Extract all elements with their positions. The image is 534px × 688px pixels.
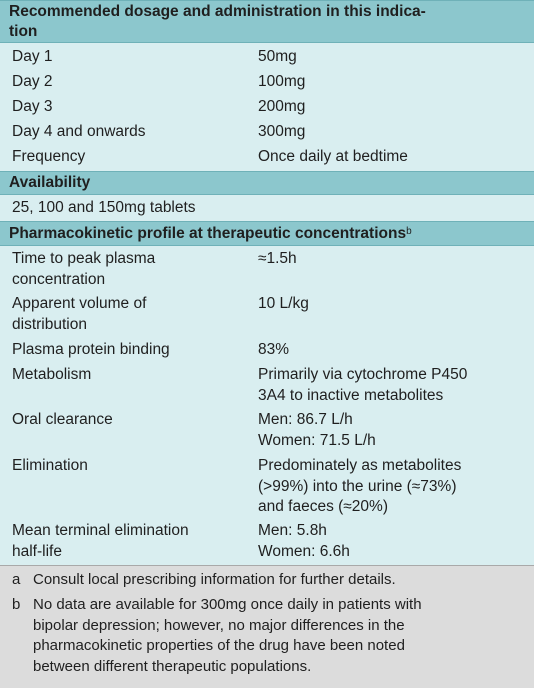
section-title: Pharmacokinetic profile at therapeutic c… (9, 225, 407, 242)
row-value: 100mg (258, 73, 306, 90)
footnotes: a Consult local prescribing information … (0, 565, 534, 688)
row-label: Elimination (12, 457, 88, 474)
footnote-marker: b (406, 226, 412, 237)
row-label: half-life (12, 542, 62, 560)
footnote-text: Consult local prescribing information fo… (33, 571, 396, 588)
footnote-text: pharmacokinetic properties of the drug h… (33, 637, 405, 654)
row-value: ≈1.5h (258, 250, 297, 267)
row-label: distribution (12, 315, 87, 333)
row-value: 200mg (258, 98, 306, 115)
row-label: Frequency (12, 148, 86, 165)
row-label: Oral clearance (12, 411, 113, 428)
row-label: Day 3 (12, 98, 53, 115)
row-value: Predominately as metabolites (258, 457, 462, 474)
row-value: Men: 5.8h (258, 522, 327, 539)
row-value: 3A4 to inactive metabolites (258, 386, 444, 404)
row-label: Time to peak plasma (12, 250, 156, 267)
footnote-key: a (12, 571, 21, 588)
row-label: Plasma protein binding (12, 341, 170, 358)
availability-text: 25, 100 and 150mg tablets (12, 199, 196, 216)
row-label: Mean terminal elimination (12, 522, 189, 539)
row-value: 10 L/kg (258, 295, 309, 312)
footnote-key: b (12, 596, 21, 613)
footnote-text: bipolar depression; however, no major di… (33, 616, 405, 634)
row-value: Men: 86.7 L/h (258, 411, 353, 428)
row-label: Metabolism (12, 366, 92, 383)
section-header-pharmacokinetics: Pharmacokinetic profile at therapeutic c… (0, 221, 534, 246)
row-value: and faeces (≈20%) (258, 498, 388, 515)
section-title-line: tion (9, 23, 38, 40)
row-value: Primarily via cytochrome P450 (258, 366, 468, 383)
footnote-text: between different therapeutic population… (33, 657, 312, 675)
row-value: 300mg (258, 123, 306, 140)
row-value: 50mg (258, 48, 297, 65)
section-title-line: Recommended dosage and administration in… (9, 3, 426, 20)
row-label: Apparent volume of (12, 295, 147, 312)
row-value: Women: 6.6h (258, 542, 350, 560)
section-header-dosage: Recommended dosage and administration in… (0, 0, 534, 43)
row-value: Once daily at bedtime (258, 148, 408, 165)
row-label: Day 4 and onwards (12, 123, 146, 140)
row-value: Women: 71.5 L/h (258, 431, 376, 449)
row-label: Day 1 (12, 48, 53, 65)
section-header-availability: Availability (0, 171, 534, 195)
footnote-text: No data are available for 300mg once dai… (33, 596, 422, 613)
row-value: 83% (258, 341, 290, 358)
row-label: Day 2 (12, 73, 53, 90)
row-label: concentration (12, 270, 106, 288)
row-value: (>99%) into the urine (≈73%) (258, 477, 457, 495)
section-title: Availability (9, 174, 91, 191)
